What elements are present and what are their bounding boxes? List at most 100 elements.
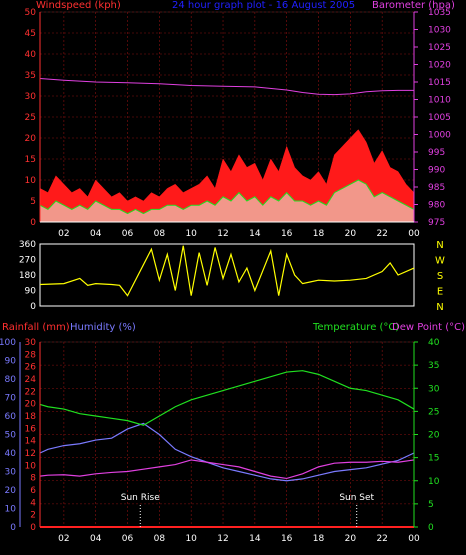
temperature-line xyxy=(39,370,415,426)
wind-tick-label: 20 xyxy=(25,134,37,144)
temp-hour-label: 12 xyxy=(217,534,228,544)
rain-tick-label: 30 xyxy=(25,338,37,348)
dewpoint-axis-title: Dew Point (°C) xyxy=(392,322,465,333)
temp-tick-label: 25 xyxy=(428,407,439,417)
rain-tick-label: 16 xyxy=(25,424,37,434)
baro-tick-label: 975 xyxy=(428,218,445,228)
baro-tick-label: 1030 xyxy=(428,26,451,36)
temp-tick-label: 20 xyxy=(428,431,440,441)
temp-hour-label: 20 xyxy=(345,534,357,544)
wind-tick-label: 15 xyxy=(25,155,36,165)
temp-tick-label: 35 xyxy=(428,361,439,371)
direction-tick-label: 90 xyxy=(25,287,37,297)
rain-tick-label: 12 xyxy=(25,449,36,459)
compass-label: E xyxy=(437,287,443,298)
wind-tick-label: 35 xyxy=(25,71,36,81)
wind-tick-label: 10 xyxy=(25,176,37,186)
chart-title: 24 hour graph plot - 16 August 2005 xyxy=(172,0,355,11)
humidity-tick-label: 100 xyxy=(0,338,16,348)
rain-tick-label: 20 xyxy=(25,400,37,410)
humidity-tick-label: 0 xyxy=(10,523,16,533)
baro-axis-title: Barometer (hpa) xyxy=(372,0,455,11)
direction-tick-label: 360 xyxy=(19,240,36,250)
rainfall-axis-title: Rainfall (mm) xyxy=(2,322,70,333)
wind-tick-label: 0 xyxy=(30,218,36,228)
temp-hour-label: 10 xyxy=(185,534,197,544)
temp-tick-label: 30 xyxy=(428,384,440,394)
baro-tick-label: 1025 xyxy=(428,43,451,53)
wind-hour-label: 10 xyxy=(185,229,197,239)
rain-tick-label: 24 xyxy=(25,375,37,385)
wind-tick-label: 50 xyxy=(25,8,37,18)
compass-label: W xyxy=(435,256,445,267)
wind-grid xyxy=(40,11,415,223)
temp-hour-label: 16 xyxy=(281,534,293,544)
rain-tick-label: 6 xyxy=(30,486,36,496)
humidity-tick-label: 80 xyxy=(5,375,17,385)
temp-tick-label: 5 xyxy=(428,500,434,510)
temp-tick-label: 10 xyxy=(428,477,440,487)
wind-tick-label: 45 xyxy=(25,29,36,39)
temperature-axis-title: Temperature (°C) xyxy=(312,322,399,333)
wind-hour-label: 16 xyxy=(281,229,293,239)
wind-axis-title: Windspeed (kph) xyxy=(36,0,121,11)
direction-series xyxy=(39,245,415,297)
wind-average-area xyxy=(40,180,414,222)
sunset-label: Sun Set xyxy=(339,493,374,503)
temp-hour-label: 14 xyxy=(249,534,261,544)
baro-tick-label: 1035 xyxy=(428,8,451,18)
humidity-tick-label: 10 xyxy=(5,505,17,515)
wind-axes: 0510152025303540455097598098599099510001… xyxy=(25,8,452,239)
wind-hour-label: 06 xyxy=(122,229,134,239)
wind-tick-label: 40 xyxy=(25,50,37,60)
wind-hour-label: 02 xyxy=(58,229,69,239)
rain-tick-label: 26 xyxy=(25,363,37,373)
humidity-tick-label: 20 xyxy=(5,486,17,496)
humidity-tick-label: 30 xyxy=(5,468,17,478)
wind-hour-label: 22 xyxy=(376,229,387,239)
wind-average-line xyxy=(39,179,415,215)
baro-tick-label: 1015 xyxy=(428,78,451,88)
direction-tick-label: 180 xyxy=(19,271,36,281)
rain-tick-label: 10 xyxy=(25,461,37,471)
temp-hour-label: 08 xyxy=(154,534,166,544)
humidity-axis-title: Humidity (%) xyxy=(70,322,136,333)
baro-tick-label: 995 xyxy=(428,148,445,158)
direction-tick-label: 0 xyxy=(30,302,36,312)
temp-hour-label: 06 xyxy=(122,534,134,544)
wind-gust-area xyxy=(39,129,415,223)
temp-hour-label: 00 xyxy=(408,534,420,544)
wind-tick-label: 5 xyxy=(30,197,36,207)
wind-tick-label: 30 xyxy=(25,92,37,102)
humidity-tick-label: 90 xyxy=(5,357,17,367)
direction-tick-label: 270 xyxy=(19,256,36,266)
compass-label: N xyxy=(436,240,443,251)
direction-panel xyxy=(39,243,415,307)
rain-tick-label: 28 xyxy=(25,350,37,360)
dewpoint-line xyxy=(39,459,415,480)
baro-tick-label: 1020 xyxy=(428,61,451,71)
barometer-line xyxy=(39,78,414,96)
baro-tick-label: 985 xyxy=(428,183,445,193)
rain-tick-label: 8 xyxy=(30,474,36,484)
rain-tick-label: 0 xyxy=(30,523,36,533)
rain-tick-label: 4 xyxy=(30,498,36,508)
wind-series xyxy=(39,78,415,223)
humidity-tick-label: 40 xyxy=(5,449,17,459)
temp-tick-label: 15 xyxy=(428,454,439,464)
temp-hour-label: 02 xyxy=(58,534,69,544)
temperature-axes: 4035302520151050100908070605040302010030… xyxy=(0,338,440,544)
baro-tick-label: 1005 xyxy=(428,113,451,123)
temp-hour-label: 04 xyxy=(90,534,102,544)
humidity-line xyxy=(39,422,415,482)
baro-tick-label: 1010 xyxy=(428,96,451,106)
baro-tick-label: 980 xyxy=(428,201,445,211)
wind-hour-label: 08 xyxy=(154,229,166,239)
temp-hour-label: 18 xyxy=(313,534,325,544)
sunrise-label: Sun Rise xyxy=(121,493,160,503)
temp-hour-label: 22 xyxy=(376,534,387,544)
direction-axes: 360 N 270 W 180 S 90 E 0 N xyxy=(19,240,445,313)
temp-tick-label: 0 xyxy=(428,523,434,533)
